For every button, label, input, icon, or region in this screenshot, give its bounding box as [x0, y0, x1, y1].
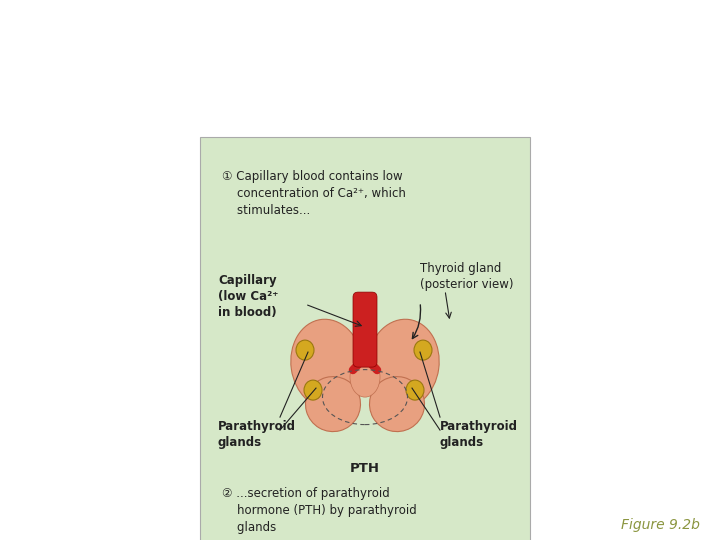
FancyArrowPatch shape: [367, 359, 377, 370]
Text: Thyroid gland
(posterior view): Thyroid gland (posterior view): [420, 262, 513, 291]
Ellipse shape: [350, 357, 380, 397]
FancyArrowPatch shape: [353, 359, 363, 370]
Text: Parathyroid
glands: Parathyroid glands: [440, 420, 518, 449]
Text: Parathyroid
glands: Parathyroid glands: [218, 420, 296, 449]
Text: PTH: PTH: [350, 462, 380, 475]
Ellipse shape: [304, 380, 322, 400]
Ellipse shape: [369, 376, 425, 431]
Ellipse shape: [296, 340, 314, 360]
Ellipse shape: [366, 319, 439, 409]
Text: Humoral Stimuli of Endocrine Glands: Humoral Stimuli of Endocrine Glands: [13, 13, 720, 55]
Ellipse shape: [406, 380, 424, 400]
Ellipse shape: [305, 376, 361, 431]
FancyBboxPatch shape: [200, 137, 530, 540]
Text: ① Capillary blood contains low
    concentration of Ca²⁺, which
    stimulates..: ① Capillary blood contains low concentra…: [222, 170, 406, 217]
Text: Capillary
(low Ca²⁺
in blood): Capillary (low Ca²⁺ in blood): [218, 274, 279, 319]
FancyBboxPatch shape: [353, 292, 377, 367]
Text: Figure 9.2b: Figure 9.2b: [621, 518, 700, 532]
Text: ② ...secretion of parathyroid
    hormone (PTH) by parathyroid
    glands: ② ...secretion of parathyroid hormone (P…: [222, 487, 417, 534]
Ellipse shape: [291, 319, 363, 409]
Ellipse shape: [414, 340, 432, 360]
